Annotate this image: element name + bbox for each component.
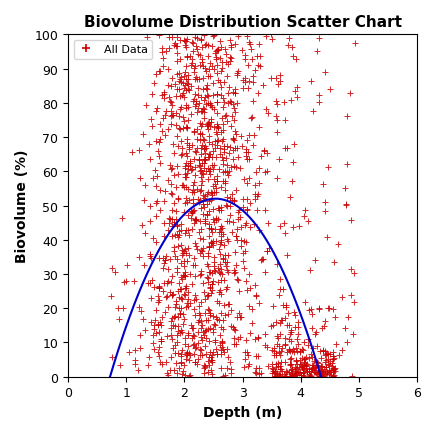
Title: Biovolume Distribution Scatter Chart: Biovolume Distribution Scatter Chart xyxy=(84,15,402,30)
Y-axis label: Biovolume (%): Biovolume (%) xyxy=(15,149,29,263)
Legend: All Data: All Data xyxy=(74,41,152,59)
X-axis label: Depth (m): Depth (m) xyxy=(203,405,282,419)
